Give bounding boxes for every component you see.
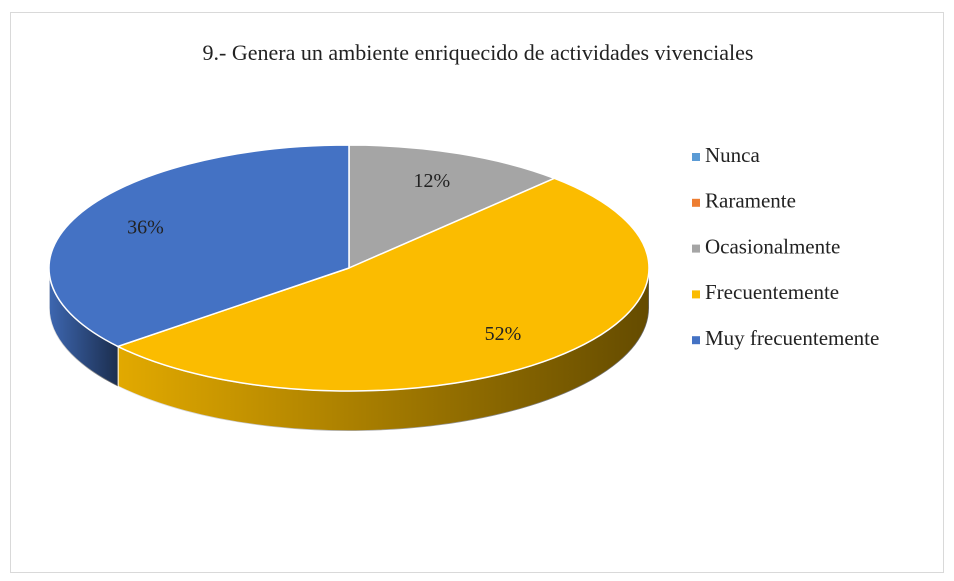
legend-swatch — [692, 153, 700, 161]
legend-swatch — [692, 290, 700, 299]
data-label: 52% — [485, 323, 522, 345]
pie-slice-side-shade — [49, 268, 118, 387]
data-label: 12% — [413, 170, 450, 192]
legend-label: Frecuentemente — [705, 280, 839, 304]
legend-label: Nunca — [705, 143, 760, 167]
legend-swatch — [692, 198, 700, 207]
pie-slice — [48, 144, 350, 348]
pie-slice-side-shade — [117, 268, 650, 431]
legend-swatch — [692, 336, 700, 345]
data-label: 36% — [127, 216, 164, 238]
legend-label: Raramente — [705, 189, 796, 213]
legend-label: Muy frecuentemente — [705, 326, 879, 350]
pie-slice — [115, 177, 650, 392]
chart-title: 9.- Genera un ambiente enriquecido de ac… — [203, 40, 754, 65]
legend-label: Ocasionalmente — [705, 234, 840, 258]
pie-slice — [348, 144, 557, 270]
legend-swatch — [692, 244, 700, 253]
